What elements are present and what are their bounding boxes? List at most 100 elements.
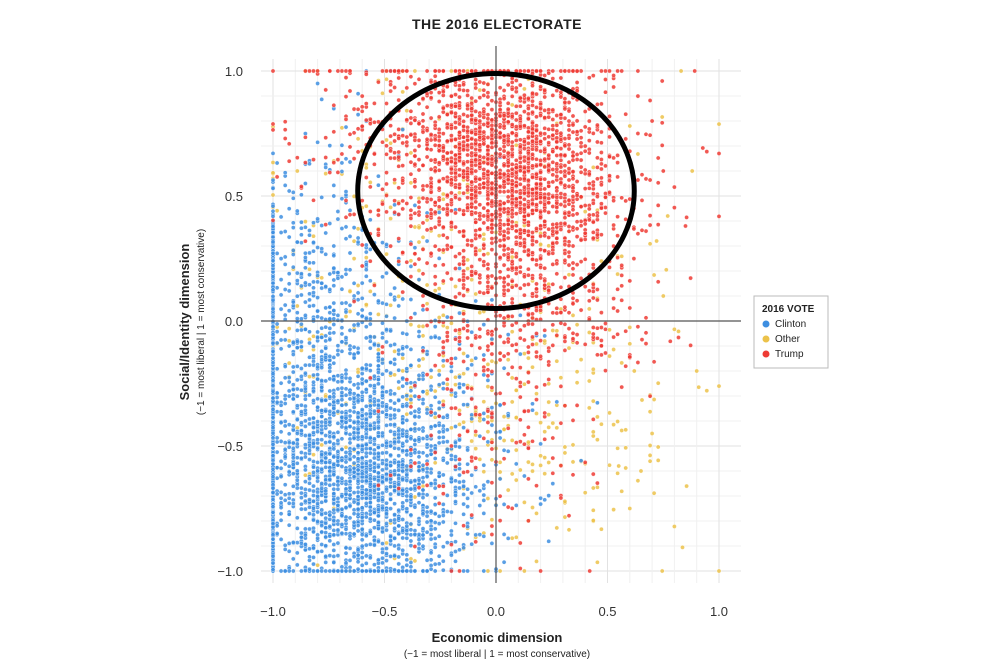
other-point [542,455,548,460]
clinton-point [315,396,320,402]
clinton-point [319,458,325,464]
clinton-point [376,425,381,431]
clinton-point [331,410,337,416]
clinton-point [327,468,333,474]
other-point [461,371,466,377]
trump-point [489,76,495,81]
clinton-point [351,474,357,479]
clinton-point [355,434,361,440]
trump-point [554,174,560,179]
clinton-point [323,420,329,425]
clinton-point [290,445,296,451]
clinton-point [355,566,361,572]
clinton-point [400,427,406,433]
clinton-point [335,209,341,214]
clinton-point [380,550,385,555]
trump-point [546,196,552,201]
clinton-point [335,438,341,443]
clinton-point [404,467,410,473]
trump-point [550,159,556,165]
clinton-point [286,431,292,437]
clinton-point [331,253,337,258]
trump-point [558,191,564,196]
clinton-point [444,439,450,444]
clinton-point [270,532,276,538]
clinton-point [339,286,345,292]
other-point [534,391,539,397]
clinton-point [331,405,337,411]
clinton-point [274,251,280,256]
clinton-point [392,432,397,437]
clinton-point [343,189,349,194]
clinton-point [392,357,397,362]
clinton-point [294,485,300,491]
clinton-point [307,329,312,335]
clinton-point [376,568,381,574]
clinton-point [290,455,296,461]
clinton-point [400,352,406,357]
clinton-point [363,362,369,368]
clinton-point [339,375,345,380]
clinton-point [404,344,410,350]
clinton-point [270,521,276,526]
clinton-point [384,558,389,563]
clinton-point [367,462,373,468]
clinton-point [331,399,337,405]
clinton-point [270,274,276,279]
clinton-point [323,554,329,559]
trump-point [522,146,527,151]
trump-point [436,114,442,120]
clinton-point [359,381,365,387]
clinton-point [367,383,373,388]
trump-point [522,228,527,233]
clinton-point [453,493,458,498]
clinton-point [274,491,280,497]
trump-point [659,143,665,148]
clinton-point [440,472,446,478]
clinton-point [307,272,312,278]
clinton-point [380,371,385,377]
clinton-point [367,476,373,482]
clinton-point [335,429,341,435]
other-point [619,428,625,433]
trump-point [477,202,483,207]
clinton-point [311,425,316,431]
clinton-point [315,489,320,495]
clinton-point [424,568,430,574]
clinton-point [388,538,393,543]
clinton-point [315,273,320,278]
clinton-point [457,374,462,380]
clinton-point [270,553,276,559]
other-point [412,68,418,74]
trump-point [558,221,564,226]
trump-point [574,179,580,184]
other-point [453,284,458,289]
other-point [315,562,320,568]
other-point [509,254,515,260]
clinton-point [392,202,397,208]
clinton-point [339,160,345,166]
clinton-point [380,555,385,561]
trump-point [428,211,434,216]
clinton-point [392,536,397,541]
trump-point [635,177,641,183]
clinton-point [481,417,487,422]
trump-point [591,73,596,78]
other-point [651,397,657,402]
clinton-point [380,525,385,531]
trump-point [473,199,479,205]
other-point [514,415,519,420]
clinton-point [319,246,325,251]
other-point [274,208,280,213]
clinton-point [319,285,325,291]
clinton-point [416,537,422,542]
clinton-point [282,254,288,260]
clinton-point [367,411,373,417]
trump-point [518,327,523,333]
trump-point [461,124,466,129]
trump-point [530,242,535,247]
clinton-point [339,397,345,403]
trump-point [412,184,418,189]
clinton-point [372,525,377,531]
clinton-point [335,568,341,574]
